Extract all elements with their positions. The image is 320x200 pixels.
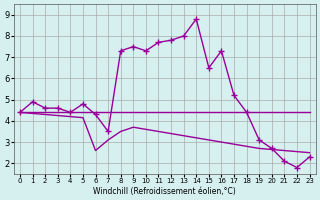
X-axis label: Windchill (Refroidissement éolien,°C): Windchill (Refroidissement éolien,°C) bbox=[93, 187, 236, 196]
